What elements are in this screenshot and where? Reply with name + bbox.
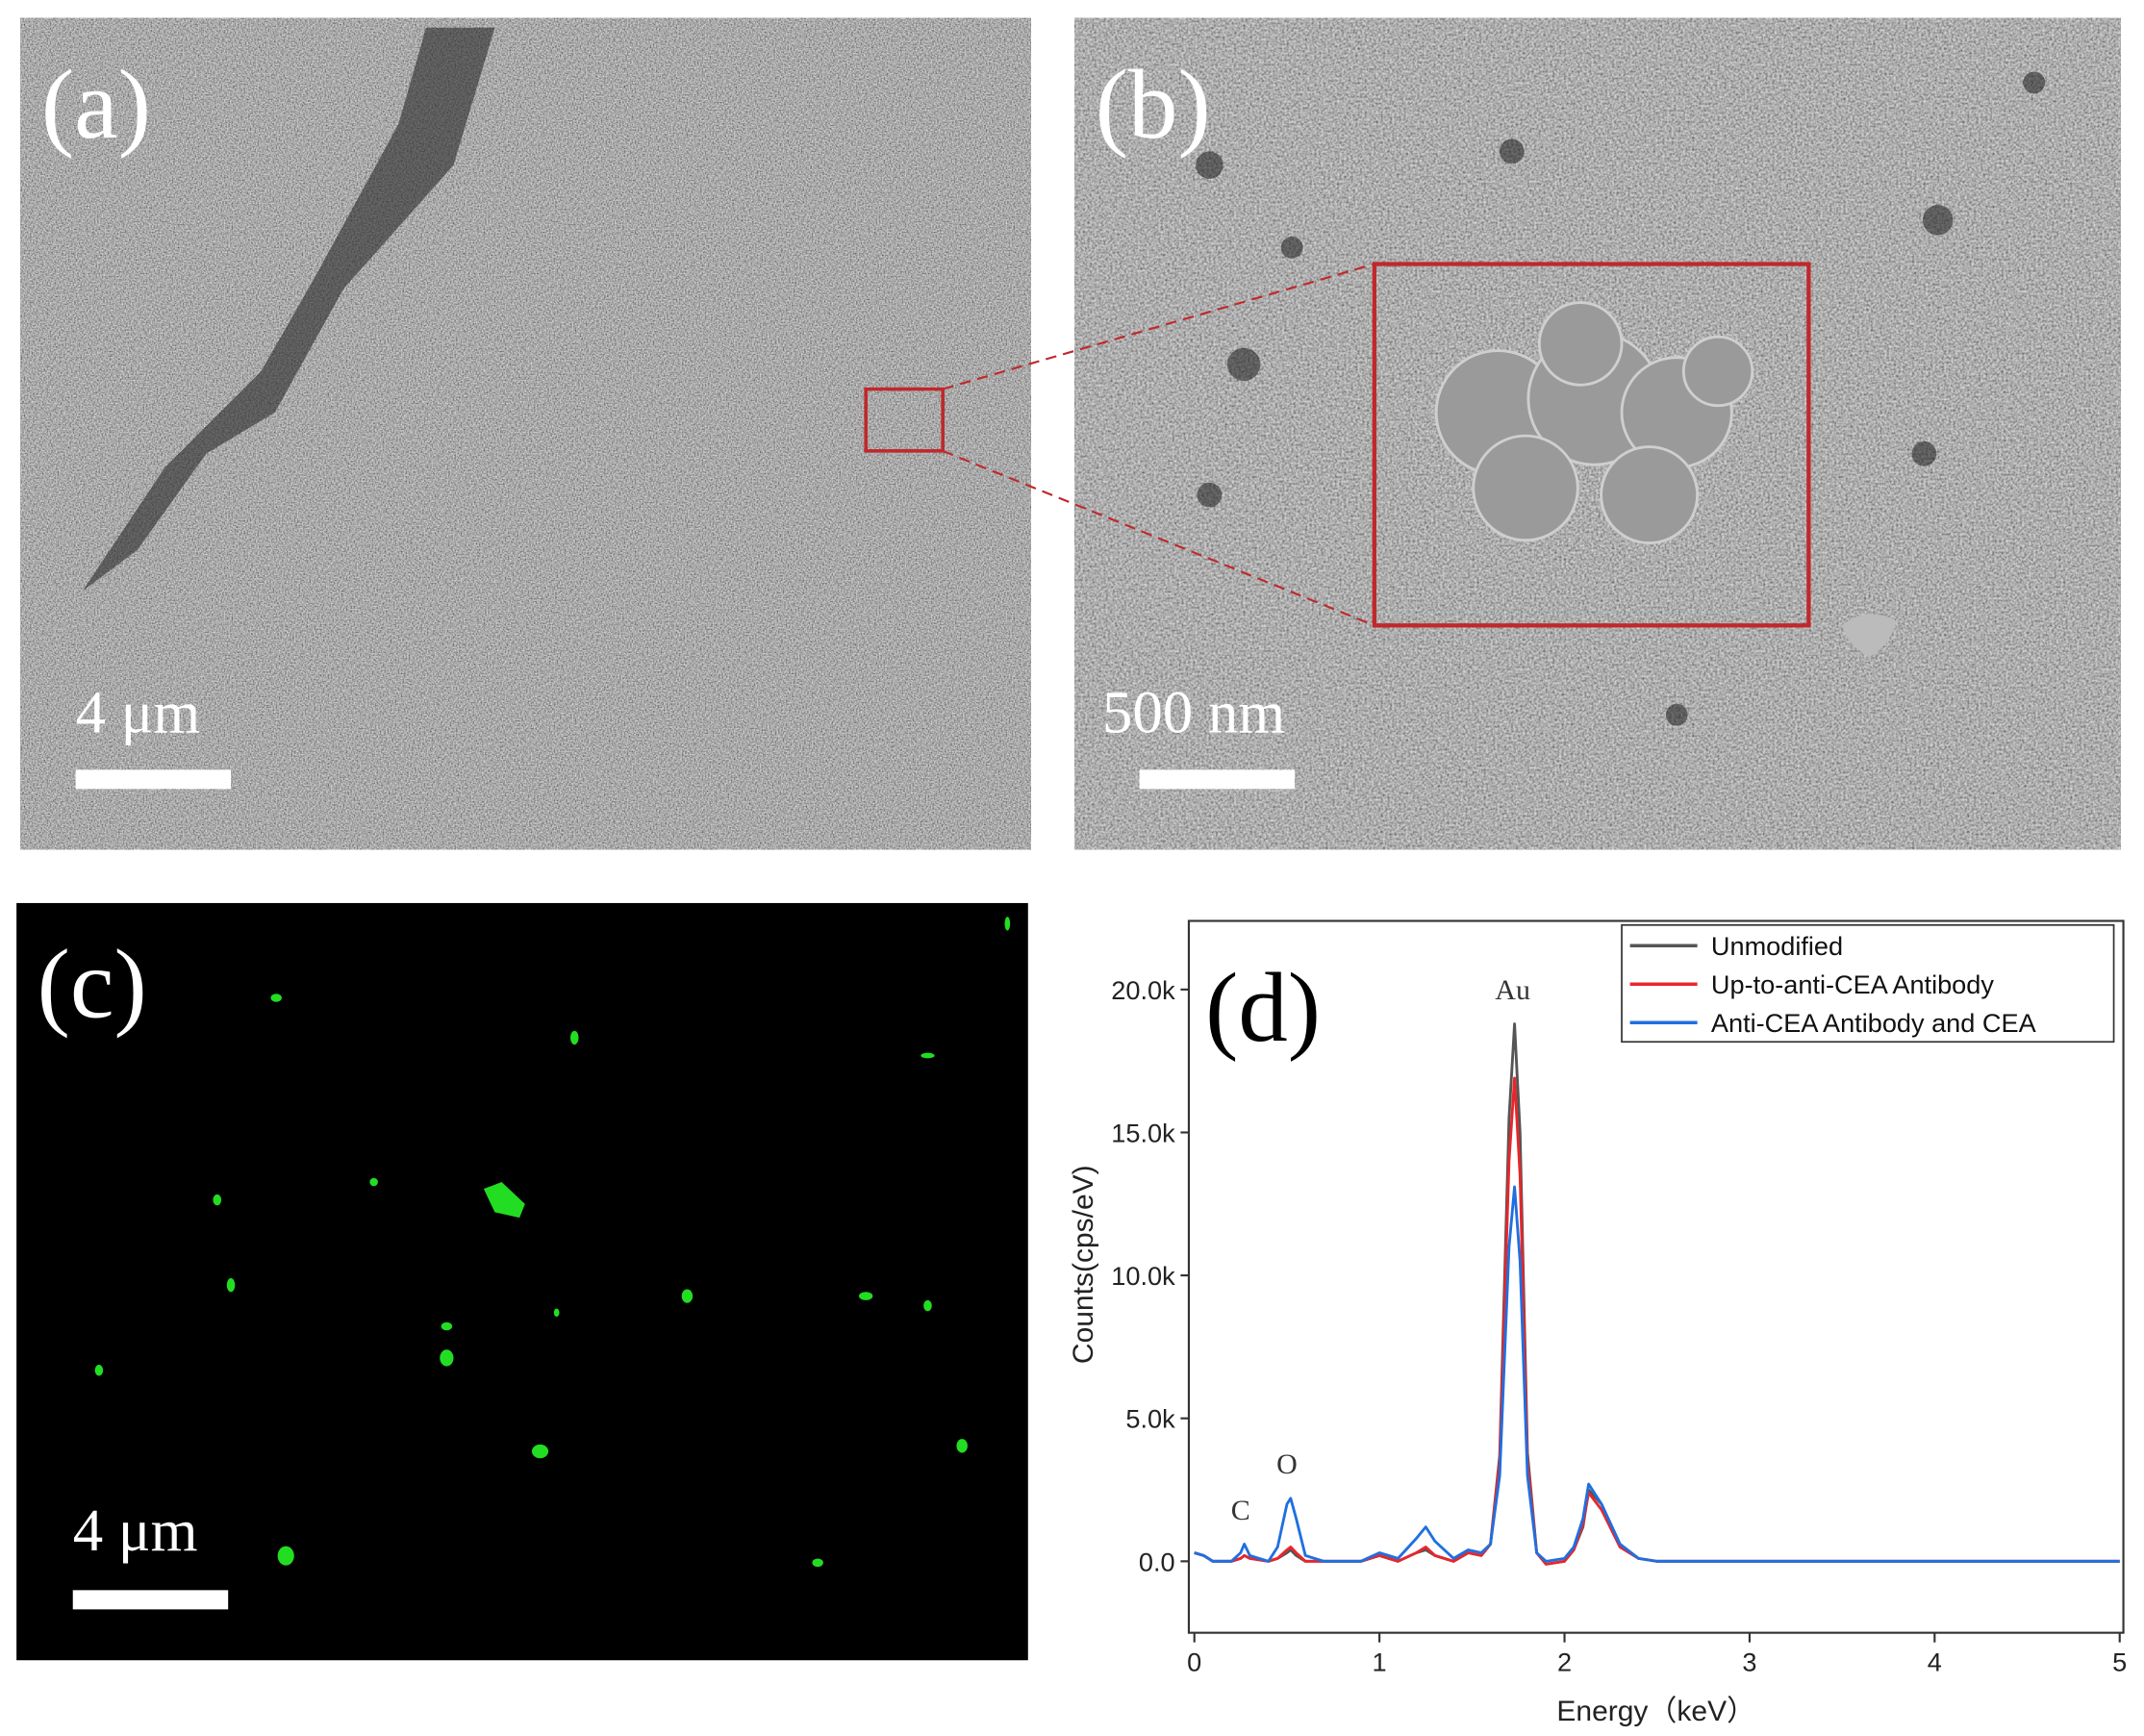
x-tick-label: 0: [1187, 1648, 1201, 1677]
x-tick-label: 4: [1928, 1648, 1942, 1677]
peak-label: Au: [1495, 974, 1530, 1006]
zoom-box: [1372, 262, 1811, 628]
zoom-box: [864, 387, 945, 453]
scale-bar: [75, 769, 232, 790]
scale-bar-label: 4 μm: [73, 1497, 198, 1564]
x-tick-label: 1: [1373, 1648, 1387, 1677]
x-tick-label: 2: [1557, 1648, 1572, 1677]
scale-bar-label: 500 nm: [1102, 679, 1285, 746]
panel-label: (c): [38, 930, 147, 1040]
zoom-line: [942, 449, 1375, 627]
peak-label: O: [1276, 1448, 1298, 1480]
peak-label: C: [1231, 1495, 1250, 1526]
zoom-line: [942, 263, 1375, 390]
plot-frame: [1187, 919, 2125, 1634]
dark-region: [82, 27, 495, 591]
spectrum-line: [1194, 1076, 2120, 1566]
spectrum-line: [1194, 1022, 2120, 1566]
scale-bar-label: 4 μm: [76, 679, 201, 746]
fluorescence-image: [16, 902, 1028, 1661]
sem-image-a: [20, 17, 1031, 850]
particle-cluster: [1434, 301, 1754, 545]
panel-label: (a): [41, 50, 151, 160]
panel-label: (b): [1096, 50, 1211, 160]
y-tick-label: 10.0k: [1111, 1261, 1175, 1291]
legend-label: Unmodified: [1711, 931, 1843, 961]
y-tick-label: 15.0k: [1111, 1118, 1175, 1147]
x-tick-label: 3: [1742, 1648, 1756, 1677]
y-tick-label: 20.0k: [1111, 975, 1175, 1005]
x-axis-label: Energy（keV）: [1556, 1696, 1755, 1727]
y-tick-label: 0.0: [1139, 1547, 1175, 1576]
scale-bar: [72, 1590, 229, 1610]
legend-label: Up-to-anti-CEA Antibody: [1711, 969, 1994, 999]
legend-label: Anti-CEA Antibody and CEA: [1711, 1008, 2037, 1038]
fluorescent-spots: [94, 917, 1011, 1568]
scale-bar: [1139, 769, 1295, 790]
spectrum-line: [1194, 1185, 2120, 1563]
x-tick-label: 5: [2112, 1648, 2127, 1677]
panel-label: (d): [1205, 953, 1321, 1063]
legend-box: [1621, 923, 2115, 1044]
particle: [1841, 614, 1897, 658]
dark-spots: [1196, 71, 2046, 726]
y-tick-label: 5.0k: [1125, 1404, 1175, 1434]
y-axis-label: Counts(cps/eV): [1068, 1165, 1099, 1364]
